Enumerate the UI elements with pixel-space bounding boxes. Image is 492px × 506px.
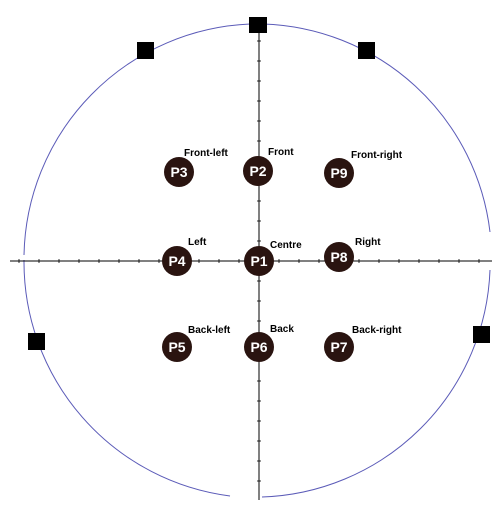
point-label: Back xyxy=(270,324,294,335)
point-p1: P1 Centre xyxy=(244,240,302,276)
point-marker xyxy=(324,158,354,188)
point-p2: P2 Front xyxy=(243,147,294,186)
point-label: Front xyxy=(268,147,294,158)
point-marker xyxy=(164,157,194,187)
point-id: P3 xyxy=(170,164,187,180)
point-id: P7 xyxy=(330,339,347,355)
point-p6: P6 Back xyxy=(244,324,294,362)
point-marker xyxy=(162,246,192,276)
square-marker-top-right xyxy=(358,42,375,59)
point-label: Back-left xyxy=(188,325,231,336)
point-p4: P4 Left xyxy=(162,237,207,276)
point-marker xyxy=(324,242,354,272)
point-marker xyxy=(243,156,273,186)
point-id: P4 xyxy=(168,253,185,269)
boundary-circle xyxy=(23,23,491,498)
point-id: P8 xyxy=(330,249,347,265)
square-marker-right xyxy=(473,326,490,343)
point-label: Right xyxy=(355,237,381,248)
square-marker-left xyxy=(28,333,45,350)
point-p7: P7 Back-right xyxy=(324,325,402,362)
point-id: P6 xyxy=(250,339,267,355)
point-id: P2 xyxy=(249,163,266,179)
square-marker-top-left xyxy=(137,42,154,59)
point-marker xyxy=(324,332,354,362)
square-markers xyxy=(28,17,490,350)
point-label: Front-left xyxy=(184,148,229,159)
point-p3: P3 Front-left xyxy=(164,148,229,187)
square-marker-top xyxy=(249,17,267,33)
point-p5: P5 Back-left xyxy=(162,325,231,362)
point-label: Left xyxy=(188,237,207,248)
point-id: P9 xyxy=(330,165,347,181)
point-marker xyxy=(244,246,274,276)
point-label: Back-right xyxy=(352,325,402,336)
point-label: Front-right xyxy=(351,150,403,161)
point-p8: P8 Right xyxy=(324,237,381,272)
point-label: Centre xyxy=(270,240,302,251)
point-marker xyxy=(162,332,192,362)
point-p9: P9 Front-right xyxy=(324,150,403,188)
point-id: P5 xyxy=(168,339,185,355)
point-id: P1 xyxy=(250,253,267,269)
point-marker xyxy=(244,332,274,362)
